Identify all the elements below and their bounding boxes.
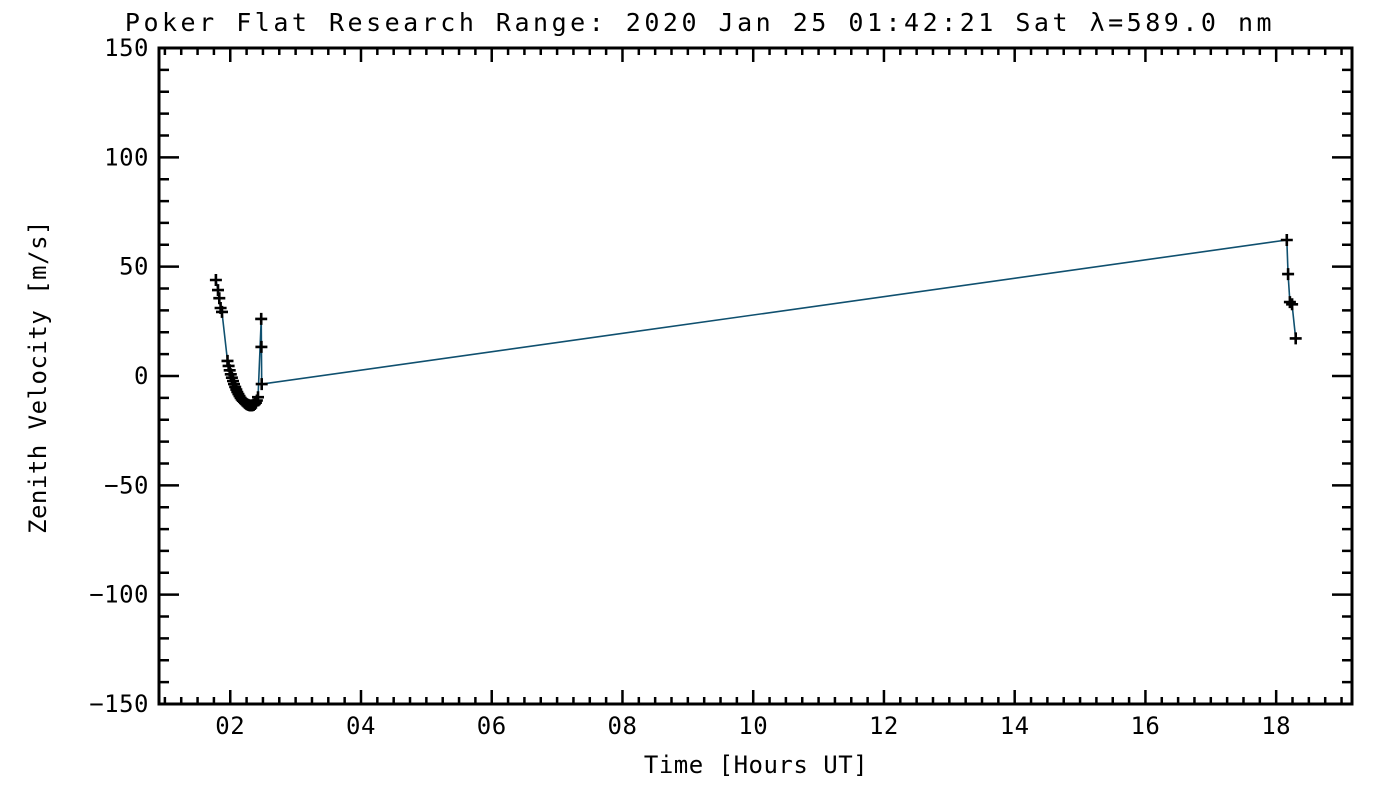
data-markers — [209, 234, 1302, 412]
axis-box — [157, 46, 1354, 706]
axis-ticks — [159, 46, 1352, 706]
x-tick-label: 16 — [1130, 712, 1160, 740]
y-tick-label: −100 — [89, 581, 149, 609]
x-tick-label: 14 — [1000, 712, 1030, 740]
x-tick-label: 08 — [608, 712, 638, 740]
y-tick-labels: 150 100 50 0 −50 −100 −150 — [89, 34, 149, 718]
x-tick-label: 18 — [1261, 712, 1291, 740]
x-axis-label: Time [Hours UT] — [643, 751, 869, 779]
tick-marks — [159, 46, 1352, 706]
data-line — [215, 239, 1297, 407]
x-tick-label: 12 — [869, 712, 899, 740]
y-tick-label: −50 — [104, 471, 149, 499]
y-tick-label: 50 — [119, 253, 149, 281]
y-tick-label: 150 — [104, 34, 149, 62]
x-tick-label: 02 — [215, 712, 245, 740]
y-tick-label: 0 — [134, 362, 149, 390]
chart-title: Poker Flat Research Range: 2020 Jan 25 0… — [124, 8, 1276, 37]
x-tick-label: 10 — [738, 712, 768, 740]
x-tick-labels: 02 04 06 08 10 12 14 16 18 — [215, 712, 1291, 740]
x-tick-label: 06 — [477, 712, 507, 740]
x-tick-label: 04 — [346, 712, 376, 740]
y-tick-label: 100 — [104, 143, 149, 171]
y-tick-label: −150 — [89, 690, 149, 718]
